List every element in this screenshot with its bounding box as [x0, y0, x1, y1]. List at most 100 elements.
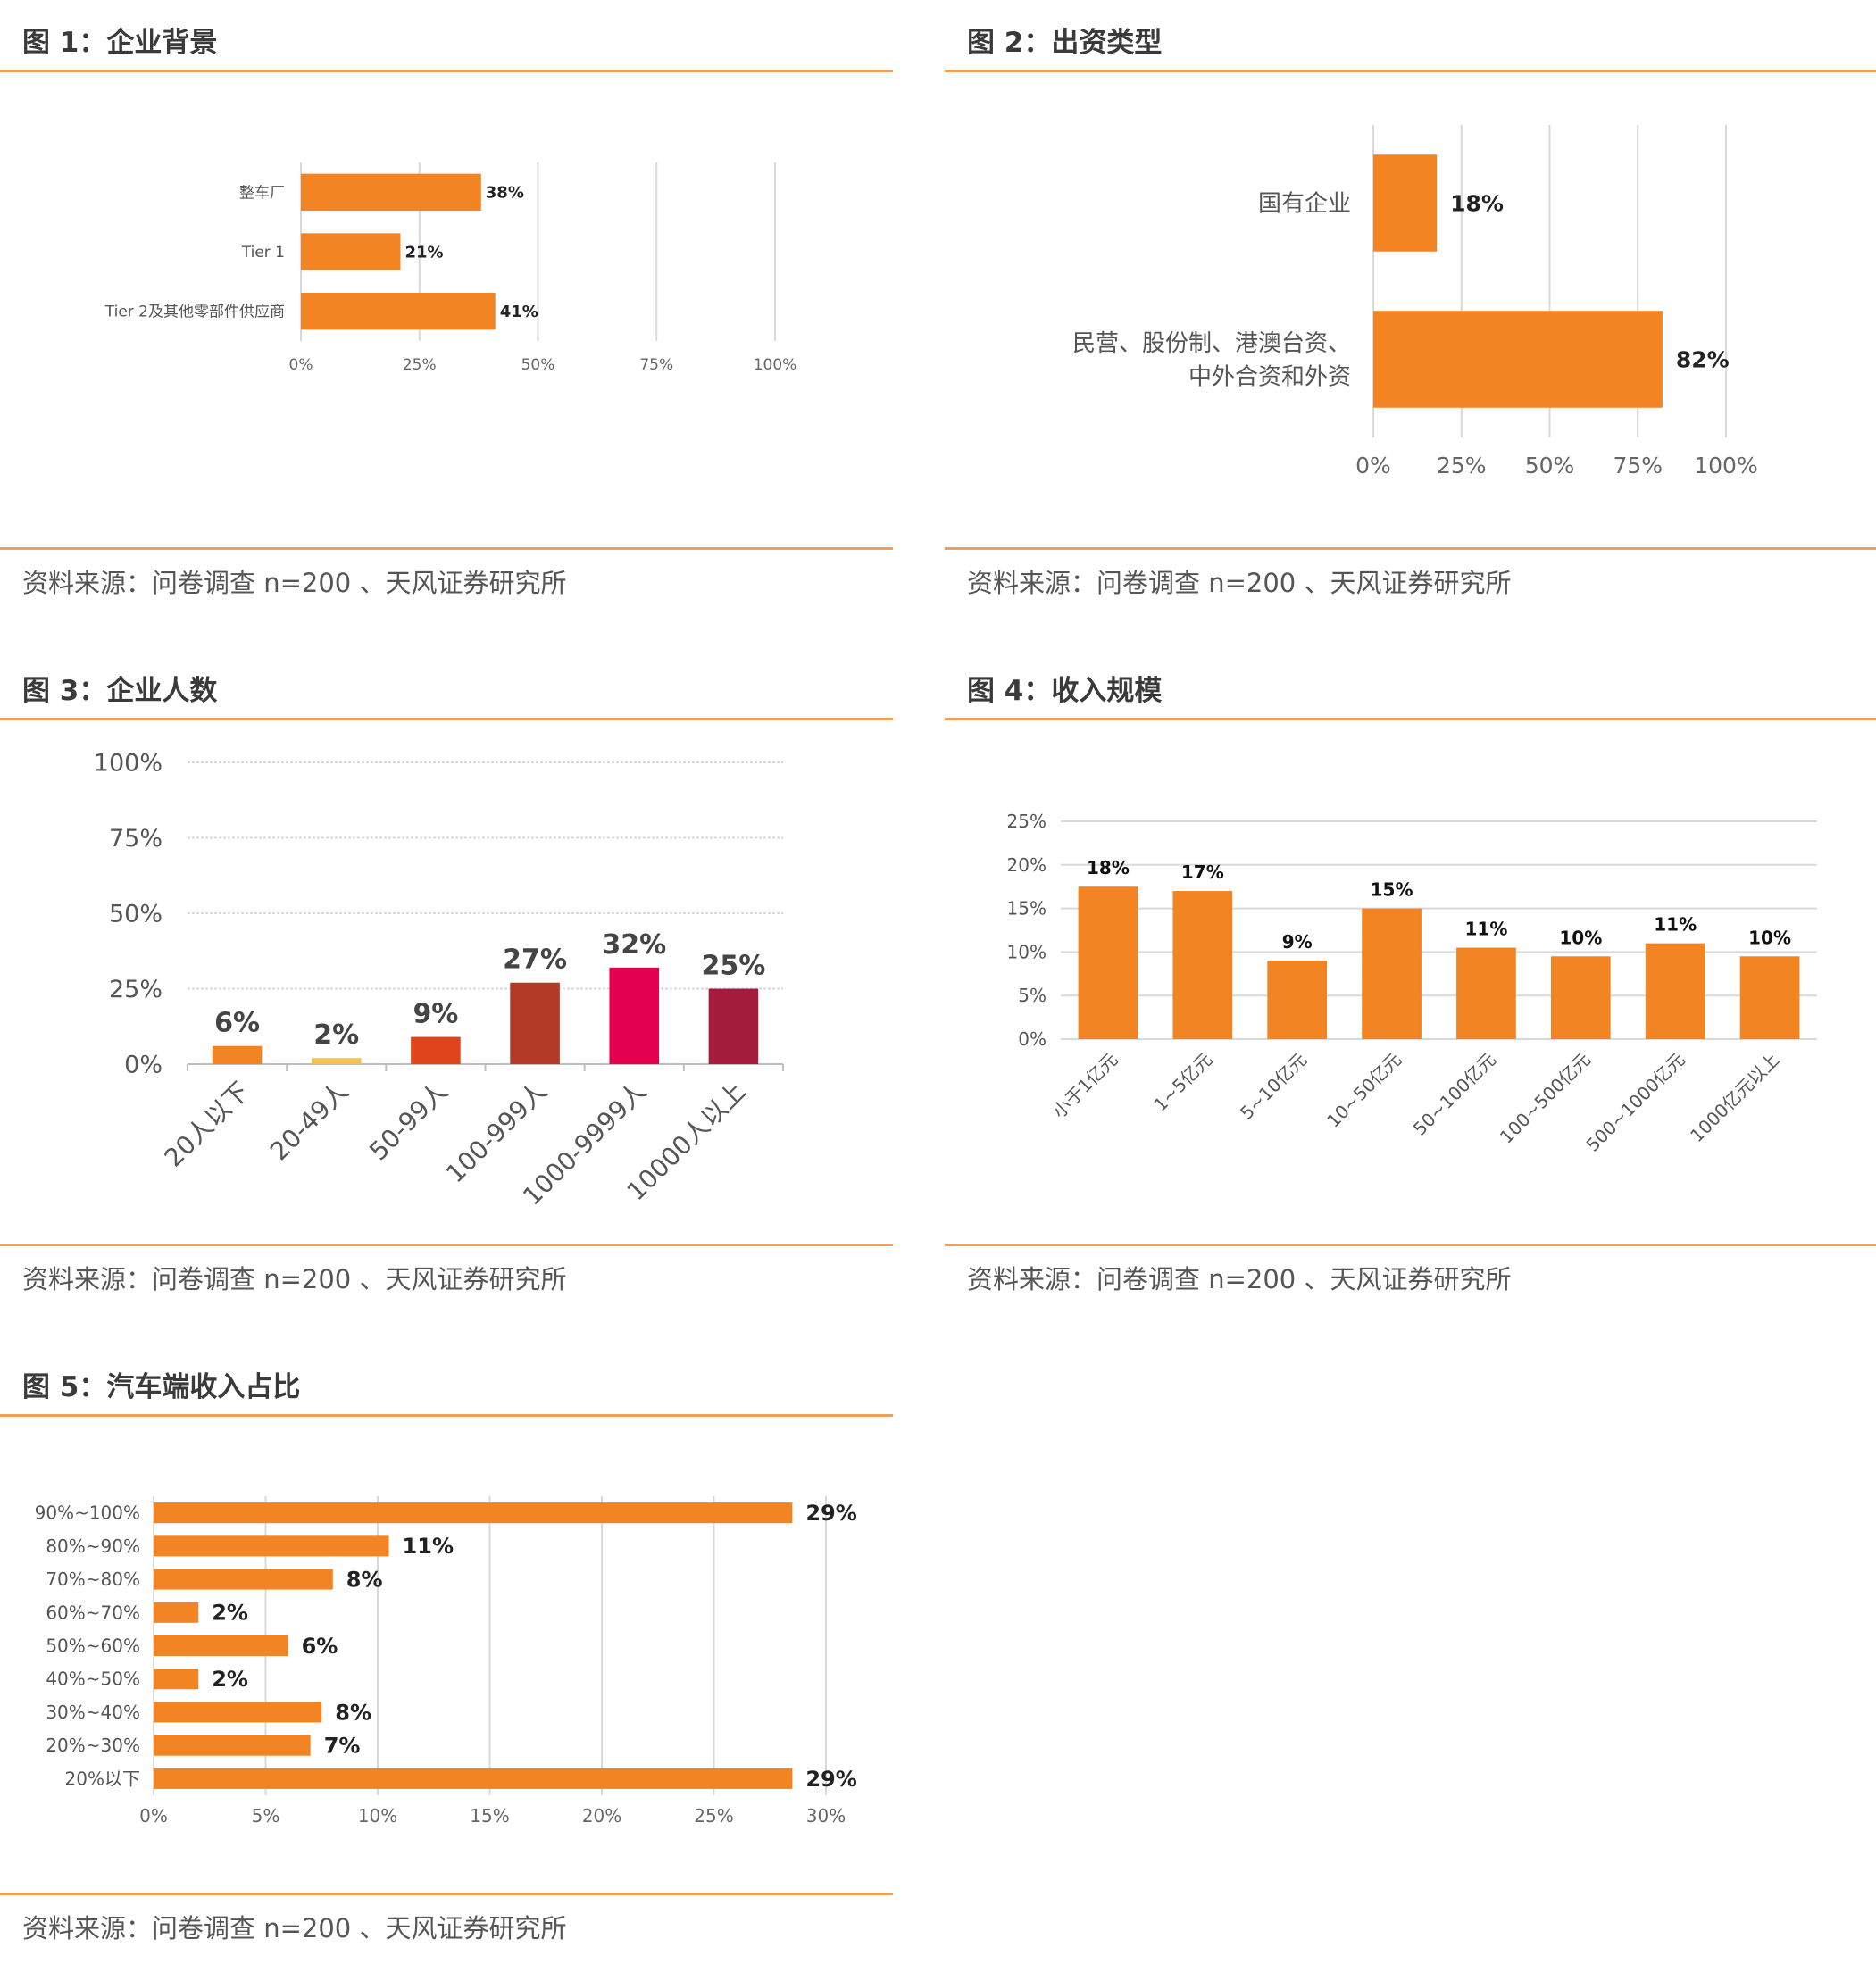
bar [154, 1502, 793, 1524]
bar [1373, 154, 1438, 252]
bar [154, 1768, 793, 1789]
data-label: 41% [500, 303, 538, 321]
bar [1172, 891, 1233, 1039]
figure-1-top-rule [0, 70, 893, 72]
data-label: 11% [1654, 914, 1697, 936]
bar [154, 1702, 322, 1723]
data-label: 82% [1676, 346, 1730, 372]
category-label: 40%~50% [46, 1669, 140, 1690]
y-tick-label: 75% [109, 825, 163, 853]
category-label: 1~5亿元 [1149, 1049, 1216, 1116]
x-tick-label: 0% [139, 1805, 168, 1827]
y-tick-label: 0% [1018, 1028, 1046, 1050]
category-label: 小于1亿元 [1048, 1049, 1122, 1123]
category-label: 50%~60% [46, 1635, 140, 1657]
figure-2-top-rule [945, 70, 1876, 72]
figure-4-title: 图 4：收入规模 [967, 675, 1163, 707]
bar [212, 1045, 263, 1064]
data-label: 6% [302, 1634, 338, 1659]
bar [154, 1635, 288, 1657]
bar [154, 1669, 199, 1690]
data-label: 8% [335, 1700, 371, 1725]
data-label: 21% [405, 243, 444, 262]
figure-2-source: 资料来源：问卷调查 n=200 、天风证券研究所 [967, 568, 1512, 598]
bar [301, 173, 481, 211]
bar [1456, 947, 1516, 1039]
figure-3-top-rule [0, 718, 893, 720]
data-label: 9% [413, 999, 458, 1030]
bar [1645, 943, 1705, 1039]
data-label: 27% [503, 945, 567, 976]
figure-1-title: 图 1：企业背景 [22, 27, 218, 59]
category-label: 70%~80% [46, 1569, 140, 1590]
data-label: 29% [805, 1501, 856, 1526]
x-tick-label: 10% [358, 1805, 397, 1827]
category-label: 100~500亿元 [1496, 1049, 1595, 1148]
x-tick-label: 5% [252, 1805, 280, 1827]
x-tick-label: 25% [1437, 453, 1487, 479]
y-tick-label: 25% [109, 976, 163, 1003]
bar [510, 982, 560, 1064]
bar [154, 1535, 389, 1557]
figure-4-source: 资料来源：问卷调查 n=200 、天风证券研究所 [967, 1264, 1512, 1294]
bar [1739, 956, 1800, 1039]
data-label: 2% [212, 1601, 248, 1626]
category-label: 20%以下 [65, 1768, 140, 1789]
chart-4: 0% 5% 10% 15% 20% 25% 18% 小于1亿元 17% 1~5亿元 9% 5~10亿元… [1007, 811, 1817, 1156]
chart-5: 0% 5% 10% 15% 20% 25% 30% 90%~100% 29% 80%~90% 11%… [35, 1496, 857, 1827]
figure-2-bottom-rule [945, 547, 1876, 550]
category-label: 20人以下 [159, 1077, 255, 1173]
x-tick-label: 75% [1613, 453, 1663, 479]
bar [1373, 311, 1663, 408]
category-label: 20-49人 [264, 1077, 354, 1167]
category-label: 50-99人 [363, 1077, 454, 1167]
bar [1550, 956, 1611, 1039]
category-label: 整车厂 [239, 184, 285, 202]
data-label: 15% [1371, 879, 1413, 901]
data-label: 6% [214, 1008, 260, 1039]
x-tick-label: 25% [403, 356, 437, 374]
x-tick-label: 0% [289, 356, 313, 374]
bar [1362, 908, 1422, 1039]
x-tick-label: 75% [639, 356, 673, 374]
category-label: Tier 2及其他零部件供应商 [104, 304, 285, 321]
bar [301, 293, 496, 330]
data-label: 25% [702, 951, 766, 982]
x-tick-label: 20% [582, 1805, 621, 1827]
figure-3-bottom-rule [0, 1244, 893, 1246]
category-label: 中外合资和外资 [1188, 363, 1351, 390]
bar [301, 233, 401, 270]
figure-4-top-rule [945, 718, 1876, 720]
data-label: 7% [324, 1734, 361, 1759]
category-label: 30%~40% [46, 1702, 140, 1723]
y-tick-label: 20% [1007, 854, 1046, 876]
y-tick-label: 10% [1007, 941, 1046, 962]
x-tick-label: 15% [470, 1805, 509, 1827]
y-tick-label: 50% [109, 900, 163, 928]
y-tick-label: 5% [1018, 985, 1046, 1006]
figure-5-title: 图 5：汽车端收入占比 [22, 1371, 301, 1403]
figure-3-source: 资料来源：问卷调查 n=200 、天风证券研究所 [22, 1264, 567, 1294]
x-tick-label: 100% [754, 356, 797, 374]
x-tick-label: 50% [521, 356, 555, 374]
bar [311, 1058, 362, 1064]
y-tick-label: 100% [94, 749, 163, 777]
category-label: 5~10亿元 [1236, 1049, 1311, 1124]
x-tick-label: 30% [806, 1805, 846, 1827]
category-label: 20%~30% [46, 1735, 140, 1756]
data-label: 9% [1282, 931, 1313, 953]
figure-3-title: 图 3：企业人数 [22, 675, 218, 707]
figure-4-bottom-rule [945, 1244, 1876, 1246]
y-tick-label: 0% [124, 1051, 163, 1078]
bar [1078, 886, 1138, 1039]
category-label: 50~100亿元 [1409, 1049, 1500, 1140]
x-tick-label: 100% [1694, 453, 1757, 479]
data-label: 2% [212, 1667, 248, 1692]
chart-2: 0% 25% 50% 75% 100% 国有企业 18% 民营、股份制、港澳台资、中外合资和外… [1072, 125, 1758, 479]
category-label: 80%~90% [46, 1535, 140, 1557]
bar [411, 1036, 461, 1064]
bar [609, 967, 660, 1064]
figure-5-top-rule [0, 1414, 893, 1417]
category-label: 500~1000亿元 [1582, 1049, 1689, 1156]
bar [154, 1735, 311, 1756]
